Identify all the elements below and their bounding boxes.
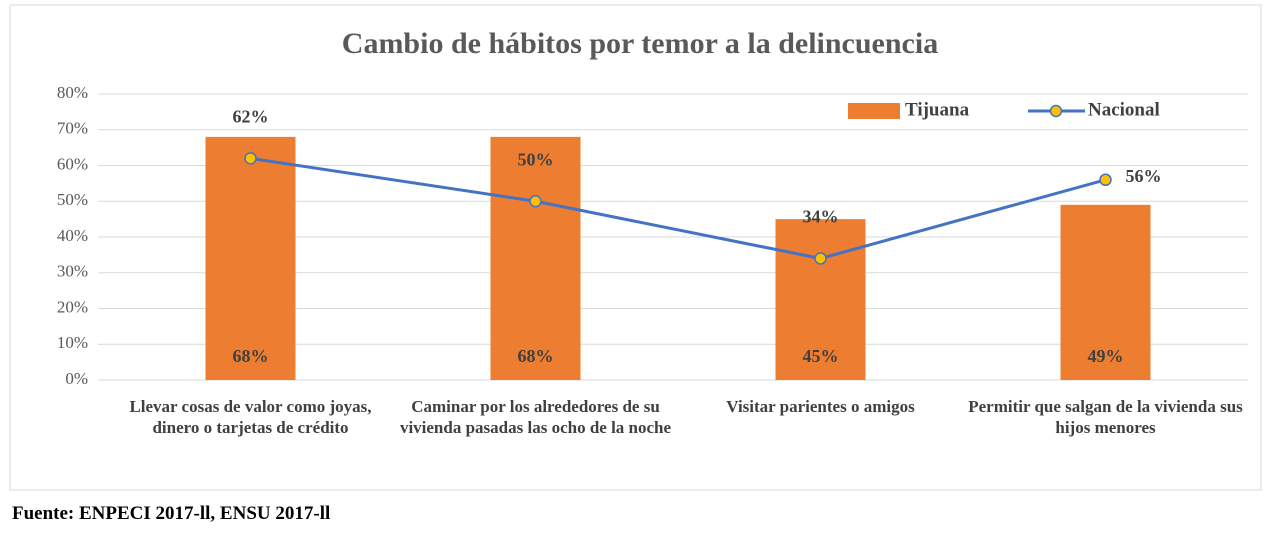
x-tick-label: Llevar cosas de valor como joyas, dinero… [129, 397, 372, 437]
legend-swatch [848, 103, 900, 119]
line-value-label: 62% [233, 106, 269, 126]
y-tick-label: 80% [57, 83, 88, 102]
source: Fuente: ENPECI 2017-ll, ENSU 2017-ll [12, 503, 331, 524]
y-tick-label: 30% [57, 262, 88, 281]
line-marker [814, 252, 827, 265]
legend-label: Tijuana [905, 99, 970, 120]
bar-value-label: 49% [1088, 346, 1124, 366]
bar-value-label: 45% [803, 346, 839, 366]
x-tick-label: Caminar por los alrededores de su vivien… [399, 397, 672, 437]
y-tick-label: 10% [57, 333, 88, 352]
y-tick-label: 40% [57, 226, 88, 245]
y-tick-label: 50% [57, 190, 88, 209]
bar [490, 136, 581, 380]
line-value-label: 34% [803, 207, 839, 227]
y-tick-label: 70% [57, 119, 88, 138]
line-marker [1099, 173, 1112, 187]
legend-label: Nacional [1088, 99, 1160, 120]
line [250, 156, 1106, 260]
y-tick-label: 0% [65, 369, 88, 388]
x-tick-label: Visitar parientes o amigos [726, 397, 915, 416]
y-tick-label: 60% [57, 154, 88, 173]
chart-title: Cambio de hábitos por temor a la delincu… [342, 27, 938, 60]
x-tick-label: Permitir que salgan de la vivienda sus h… [968, 397, 1243, 437]
bar-value-label: 68% [518, 346, 554, 366]
bar [775, 219, 866, 380]
legend-marker [1049, 104, 1063, 118]
y-tick-label: 20% [57, 297, 88, 316]
bar [1060, 204, 1151, 380]
line-marker [529, 195, 542, 208]
bar [205, 136, 296, 380]
line-value-label: 56% [1126, 166, 1162, 186]
line-marker [244, 152, 257, 165]
bar-value-label: 68% [233, 346, 269, 366]
chart-border [9, 4, 1262, 491]
line-value-label: 50% [518, 149, 554, 169]
